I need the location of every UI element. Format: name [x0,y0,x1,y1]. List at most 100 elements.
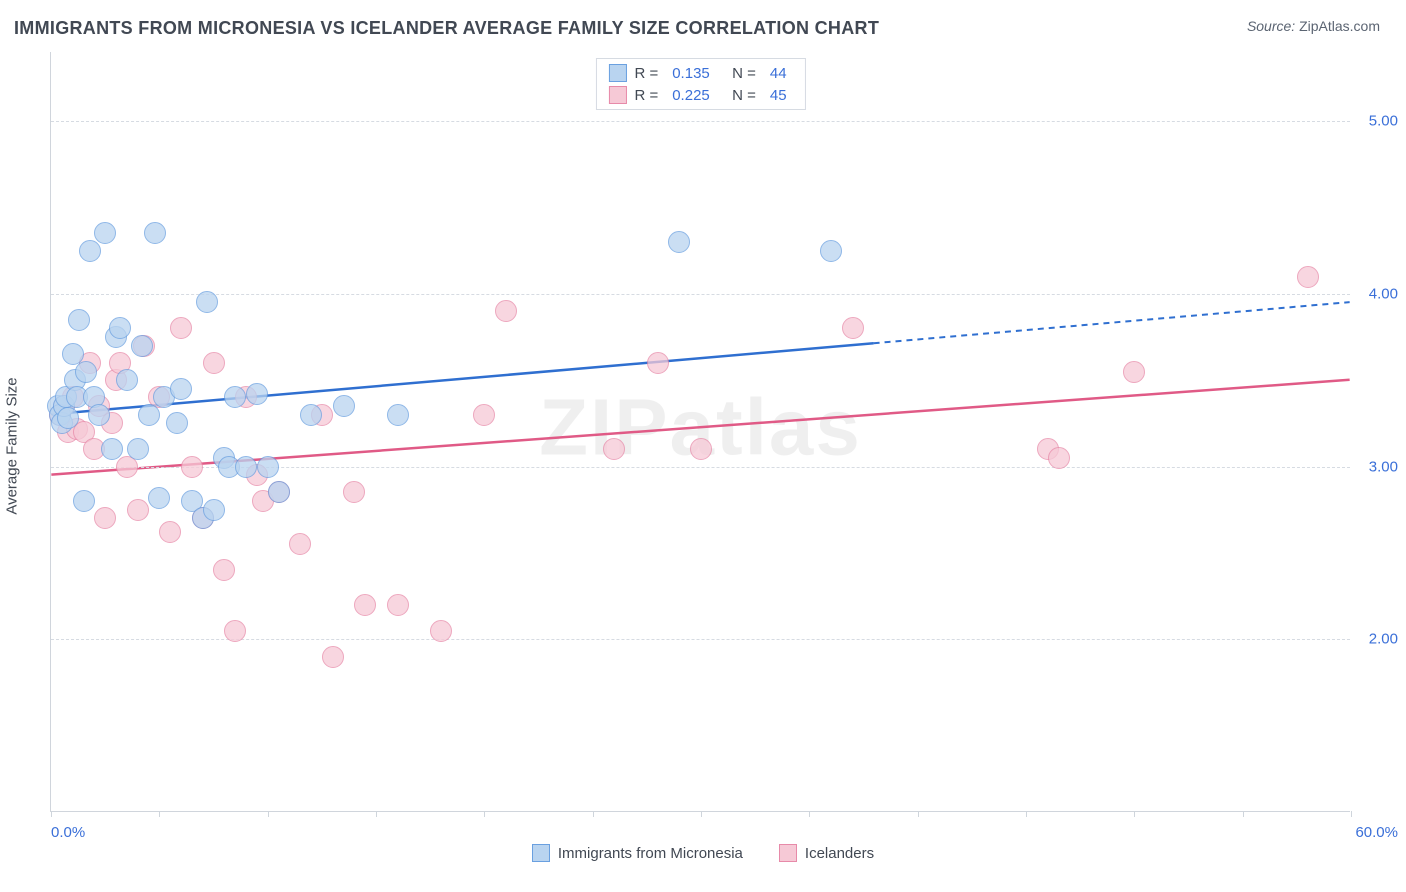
data-point-icelanders [387,594,409,616]
y-axis-label: Average Family Size [4,377,21,514]
data-point-micronesia [94,222,116,244]
data-point-icelanders [690,438,712,460]
data-point-micronesia [138,404,160,426]
swatch-icon [608,86,626,104]
source-attribution: Source: ZipAtlas.com [1247,18,1380,34]
data-point-icelanders [1123,361,1145,383]
x-tick [593,811,594,817]
data-point-icelanders [322,646,344,668]
x-tick [51,811,52,817]
legend-label: Icelanders [805,845,874,862]
data-point-micronesia [68,309,90,331]
x-min-label: 0.0% [51,824,85,841]
r-label: R = [634,65,658,82]
gridline [51,639,1350,640]
data-point-micronesia [224,386,246,408]
legend-label: Immigrants from Micronesia [558,845,743,862]
data-point-icelanders [203,352,225,374]
x-tick [1351,811,1352,817]
n-value: 44 [770,65,787,82]
data-point-micronesia [144,222,166,244]
gridline [51,294,1350,295]
y-tick-label: 2.00 [1354,631,1398,648]
data-point-icelanders [842,317,864,339]
data-point-micronesia [170,378,192,400]
data-point-micronesia [268,481,290,503]
data-point-micronesia [668,231,690,253]
stats-row-micronesia: R = 0.135 N = 44 [604,62,796,84]
y-tick-label: 3.00 [1354,458,1398,475]
data-point-micronesia [333,395,355,417]
x-tick [484,811,485,817]
x-tick [1134,811,1135,817]
swatch-icon [532,844,550,862]
data-point-micronesia [387,404,409,426]
data-point-icelanders [473,404,495,426]
data-point-icelanders [1048,447,1070,469]
legend-item-icelanders: Icelanders [779,844,874,862]
x-tick [918,811,919,817]
data-point-micronesia [73,490,95,512]
chart-title: IMMIGRANTS FROM MICRONESIA VS ICELANDER … [14,18,879,39]
plot-area: ZIPatlas R =0.135 N =44R =0.225 N =45 2.… [50,52,1350,812]
data-point-micronesia [235,456,257,478]
data-point-micronesia [116,369,138,391]
data-point-micronesia [88,404,110,426]
x-tick [376,811,377,817]
r-value: 0.135 [672,65,710,82]
data-point-micronesia [57,407,79,429]
stats-legend-box: R =0.135 N =44R =0.225 N =45 [595,58,805,110]
x-tick [701,811,702,817]
r-label: R = [634,87,658,104]
data-point-micronesia [257,456,279,478]
source-value: ZipAtlas.com [1299,18,1380,34]
data-point-micronesia [300,404,322,426]
data-point-icelanders [289,533,311,555]
swatch-icon [779,844,797,862]
x-tick [159,811,160,817]
data-point-icelanders [213,559,235,581]
data-point-micronesia [203,499,225,521]
data-point-micronesia [148,487,170,509]
swatch-icon [608,64,626,82]
n-label: N = [724,87,756,104]
data-point-icelanders [127,499,149,521]
data-point-micronesia [166,412,188,434]
trend-lines-layer [51,52,1350,811]
x-tick [1243,811,1244,817]
x-max-label: 60.0% [1355,824,1398,841]
data-point-icelanders [603,438,625,460]
x-tick [268,811,269,817]
data-point-micronesia [109,317,131,339]
y-tick-label: 5.00 [1354,113,1398,130]
source-label: Source: [1247,18,1299,34]
data-point-micronesia [196,291,218,313]
data-point-icelanders [343,481,365,503]
x-tick [809,811,810,817]
series-legend: Immigrants from Micronesia Icelanders [0,844,1406,862]
data-point-micronesia [127,438,149,460]
n-label: N = [724,65,756,82]
data-point-icelanders [224,620,246,642]
data-point-micronesia [131,335,153,357]
y-tick-label: 4.00 [1354,285,1398,302]
legend-item-micronesia: Immigrants from Micronesia [532,844,743,862]
data-point-icelanders [354,594,376,616]
data-point-icelanders [495,300,517,322]
data-point-micronesia [101,438,123,460]
data-point-icelanders [170,317,192,339]
chart-container: IMMIGRANTS FROM MICRONESIA VS ICELANDER … [0,0,1406,892]
data-point-icelanders [159,521,181,543]
data-point-micronesia [820,240,842,262]
stats-row-icelanders: R =0.225 N =45 [604,84,796,106]
data-point-micronesia [79,240,101,262]
r-value: 0.225 [672,87,710,104]
data-point-icelanders [430,620,452,642]
data-point-icelanders [647,352,669,374]
x-tick [1026,811,1027,817]
trend-line-dashed-micronesia [874,302,1350,343]
data-point-icelanders [1297,266,1319,288]
data-point-icelanders [94,507,116,529]
data-point-icelanders [181,456,203,478]
data-point-micronesia [246,383,268,405]
